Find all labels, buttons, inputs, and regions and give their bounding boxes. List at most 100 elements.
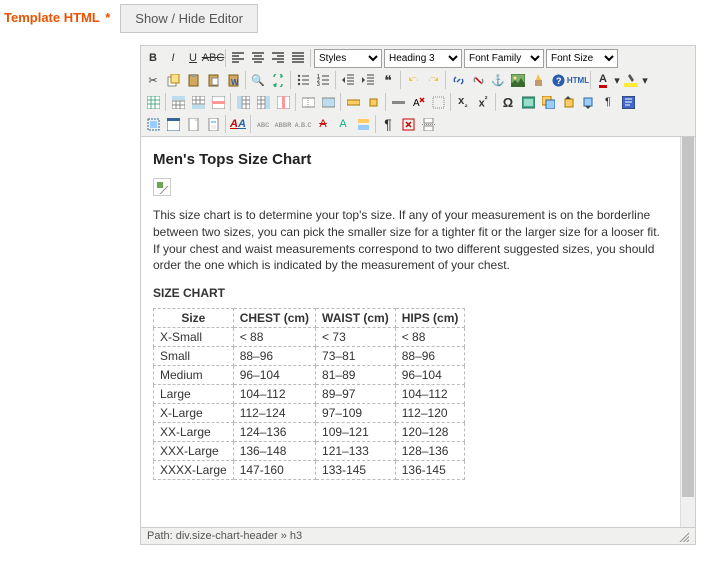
ins-button[interactable]: A <box>333 114 353 134</box>
merge-cells-button[interactable] <box>318 92 338 112</box>
fullscreen-button[interactable] <box>163 114 183 134</box>
col-after-button[interactable] <box>253 92 273 112</box>
image-button[interactable] <box>508 70 528 90</box>
forecolor-button[interactable]: A <box>593 70 613 90</box>
cite-button[interactable]: ᴀʙʙʀ <box>273 114 293 134</box>
chart-label: SIZE CHART <box>153 286 668 300</box>
del-button[interactable]: A <box>313 114 333 134</box>
backcolor-button[interactable] <box>621 70 641 90</box>
blockquote-button[interactable]: ❝ <box>378 70 398 90</box>
table-cell: 121–133 <box>316 442 396 461</box>
split-cells-button[interactable] <box>298 92 318 112</box>
cell-props-button[interactable] <box>363 92 383 112</box>
pagebreak-button[interactable] <box>418 114 438 134</box>
vertical-scrollbar[interactable] <box>680 137 695 527</box>
attributes-button[interactable] <box>618 92 638 112</box>
undo-button[interactable] <box>403 70 423 90</box>
outdent-button[interactable] <box>338 70 358 90</box>
table-header: Size <box>154 309 234 328</box>
unlink-button[interactable] <box>468 70 488 90</box>
cut-button[interactable]: ✂ <box>143 70 163 90</box>
table-button[interactable] <box>143 92 163 112</box>
superscript-button[interactable]: x² <box>473 92 493 112</box>
layer-back-button[interactable] <box>578 92 598 112</box>
delete-col-button[interactable] <box>273 92 293 112</box>
fontsize-select[interactable]: Font Size <box>546 49 618 68</box>
col-before-button[interactable] <box>233 92 253 112</box>
align-left-button[interactable] <box>228 48 248 68</box>
styles-select[interactable]: Styles <box>314 49 382 68</box>
resize-grip[interactable] <box>677 530 689 542</box>
visualchars-button[interactable]: ¶ <box>378 114 398 134</box>
cleanup-button[interactable] <box>528 70 548 90</box>
table-cell: 128–136 <box>395 442 465 461</box>
bullet-list-button[interactable] <box>293 70 313 90</box>
format-select[interactable]: Heading 3 <box>384 49 462 68</box>
fontfamily-select[interactable]: Font Family <box>464 49 544 68</box>
anchor-button[interactable]: ⚓ <box>488 70 508 90</box>
row-after-button[interactable] <box>188 92 208 112</box>
charmap-button[interactable]: Ω <box>498 92 518 112</box>
underline-button[interactable]: U <box>183 48 203 68</box>
svg-text:W: W <box>231 78 239 87</box>
table-cell: 97–109 <box>316 404 396 423</box>
row-props-button[interactable] <box>343 92 363 112</box>
remove-format-button[interactable]: A <box>408 92 428 112</box>
table-row: Small88–9673–8188–96 <box>154 347 465 366</box>
layer-button[interactable] <box>538 92 558 112</box>
copy-button[interactable] <box>163 70 183 90</box>
align-justify-button[interactable] <box>288 48 308 68</box>
svg-text:A: A <box>413 98 420 109</box>
path-display[interactable]: Path: div.size-chart-header » h3 <box>147 530 302 542</box>
bold-button[interactable]: B <box>143 48 163 68</box>
size-chart-table: SizeCHEST (cm)WAIST (cm)HIPS (cm) X-Smal… <box>153 308 465 480</box>
html-button[interactable]: HTML <box>568 70 588 90</box>
align-right-button[interactable] <box>268 48 288 68</box>
forecolor-dropdown[interactable]: ▾ <box>613 70 621 90</box>
find-button[interactable]: 🔍 <box>248 70 268 90</box>
visualblocks-button[interactable] <box>353 114 373 134</box>
scrollbar-thumb[interactable] <box>682 137 694 497</box>
backcolor-dropdown[interactable]: ▾ <box>641 70 649 90</box>
paste-word-button[interactable]: W <box>223 70 243 90</box>
layer-forward-button[interactable] <box>558 92 578 112</box>
visual-aid-button[interactable] <box>428 92 448 112</box>
broken-image-icon <box>153 178 171 196</box>
row-before-button[interactable] <box>168 92 188 112</box>
table-cell: 89–97 <box>316 385 396 404</box>
toggle-editor-button[interactable]: Show / Hide Editor <box>120 4 258 33</box>
paste-text-button[interactable] <box>203 70 223 90</box>
abs-button[interactable]: ¶ <box>598 92 618 112</box>
delete-row-button[interactable] <box>208 92 228 112</box>
table-cell: 81–89 <box>316 366 396 385</box>
numbered-list-button[interactable]: 123 <box>313 70 333 90</box>
strikethrough-button[interactable]: ABC <box>203 48 223 68</box>
table-row: X-Large112–12497–109112–120 <box>154 404 465 423</box>
select-all-button[interactable] <box>143 114 163 134</box>
styleprops-button[interactable]: AA <box>228 114 248 134</box>
newdoc-button[interactable] <box>183 114 203 134</box>
template-button[interactable] <box>203 114 223 134</box>
indent-button[interactable] <box>358 70 378 90</box>
acronym-button[interactable]: ᴀ.ʙ.ᴄ <box>293 114 313 134</box>
hr-button[interactable] <box>388 92 408 112</box>
required-asterisk: * <box>105 10 110 25</box>
table-cell: 136–148 <box>233 442 315 461</box>
svg-text:?: ? <box>556 76 562 86</box>
editor-content[interactable]: Men's Tops Size Chart This size chart is… <box>141 137 680 527</box>
nonbreaking-button[interactable] <box>398 114 418 134</box>
redo-button[interactable] <box>423 70 443 90</box>
table-cell: < 88 <box>395 328 465 347</box>
subscript-button[interactable]: x₂ <box>453 92 473 112</box>
replace-button[interactable] <box>268 70 288 90</box>
align-center-button[interactable] <box>248 48 268 68</box>
wysiwyg-editor: B I U ABC Styles Heading 3 Font Family F… <box>140 45 696 545</box>
media-button[interactable] <box>518 92 538 112</box>
table-row: Medium96–10481–8996–104 <box>154 366 465 385</box>
spellcheck-button[interactable]: ᴀʙᴄ <box>253 114 273 134</box>
italic-button[interactable]: I <box>163 48 183 68</box>
table-cell: 88–96 <box>395 347 465 366</box>
paste-button[interactable] <box>183 70 203 90</box>
help-button[interactable]: ? <box>548 70 568 90</box>
link-button[interactable] <box>448 70 468 90</box>
